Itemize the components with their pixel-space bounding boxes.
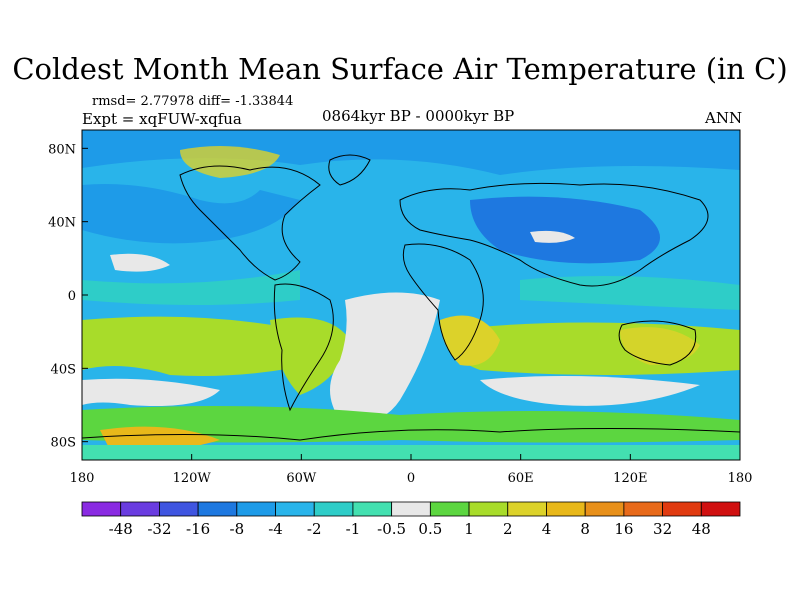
colorbar-label: -2 bbox=[307, 520, 322, 538]
lat-label: 40N bbox=[48, 216, 76, 231]
map-title: Coldest Month Mean Surface Air Temperatu… bbox=[12, 52, 788, 86]
colorbar-label: -0.5 bbox=[377, 520, 406, 538]
colorbar-swatch bbox=[236, 501, 276, 517]
colorbar-swatch bbox=[623, 501, 663, 517]
lat-label: 40S bbox=[51, 362, 76, 377]
field-pacific-neutral bbox=[110, 253, 170, 272]
colorbar-label: -1 bbox=[346, 520, 361, 538]
field-south-pacific-green bbox=[82, 316, 330, 376]
colorbar-label: 1 bbox=[464, 520, 474, 538]
colorbar-swatch bbox=[429, 501, 470, 517]
colorbar-label: -32 bbox=[147, 520, 171, 538]
colorbar-label: -8 bbox=[230, 520, 245, 538]
experiment-line: Expt = xqFUW-xqfua bbox=[82, 110, 242, 128]
lat-label: 80N bbox=[48, 142, 76, 157]
colorbar-swatch bbox=[275, 501, 315, 517]
season-label: ANN bbox=[705, 109, 743, 127]
coast-north-america bbox=[179, 165, 321, 281]
field-asia-neutral bbox=[530, 230, 575, 243]
colorbar-swatch bbox=[700, 501, 741, 517]
field-south-pacific-neutral bbox=[82, 378, 220, 406]
colorbar-swatch bbox=[120, 501, 160, 517]
latitude-ticks bbox=[82, 147, 88, 443]
coast-australia bbox=[618, 320, 697, 366]
lon-label: 180 bbox=[728, 471, 753, 486]
field-southern-neutral bbox=[480, 376, 700, 406]
colorbar-swatch bbox=[584, 501, 625, 517]
longitude-ticks bbox=[81, 454, 741, 460]
colorbar-swatch bbox=[159, 501, 199, 517]
field-south-america-green bbox=[270, 317, 350, 395]
colorbar-swatch bbox=[352, 501, 393, 517]
field-arctic-warm bbox=[180, 146, 280, 178]
colorbar-label: 4 bbox=[542, 520, 552, 538]
field-north-band bbox=[82, 130, 740, 175]
colorbar-swatch bbox=[313, 501, 354, 517]
coast-greenland bbox=[328, 154, 371, 186]
field-tropic-teal bbox=[82, 270, 300, 305]
lon-label: 120E bbox=[613, 471, 647, 486]
colorbar-swatch bbox=[662, 501, 702, 517]
field-atlantic-neutral bbox=[330, 292, 440, 423]
field-australia-warm bbox=[620, 327, 700, 365]
field-asia-cold bbox=[470, 196, 660, 264]
colorbar-label: -4 bbox=[268, 520, 283, 538]
coast-south-america bbox=[273, 283, 334, 412]
stats-line: rmsd= 2.77978 diff= -1.33844 bbox=[92, 94, 294, 109]
lon-label: 120W bbox=[173, 471, 212, 486]
longitude-labels: 180 120W 60W 0 60E 120E 180 bbox=[70, 471, 753, 486]
colorbar-swatch bbox=[81, 501, 122, 517]
period-line: 0864kyr BP - 0000kyr BP bbox=[322, 107, 515, 125]
lat-label: 80S bbox=[51, 436, 76, 451]
field-southern-ocean-green bbox=[82, 406, 740, 443]
lon-label: 0 bbox=[407, 471, 415, 486]
coast-antarctica bbox=[82, 428, 740, 441]
field-indo-teal bbox=[520, 276, 740, 310]
lon-label: 60E bbox=[508, 471, 534, 486]
coastlines bbox=[82, 154, 740, 441]
colorbar-labels: -48 -32 -16 -8 -4 -2 -1 -0.5 0.5 1 2 4 8 16 32 48 bbox=[109, 520, 711, 538]
colorbar-label: 32 bbox=[653, 520, 672, 538]
field-africa-warm bbox=[440, 315, 500, 366]
colorbar-swatch bbox=[391, 501, 431, 517]
field-north-pacific bbox=[82, 184, 300, 244]
colorbar-label: 48 bbox=[692, 520, 711, 538]
colorbar-swatch bbox=[468, 501, 509, 517]
coast-eurasia bbox=[399, 182, 709, 287]
colorbar-swatch bbox=[546, 501, 586, 517]
coast-africa bbox=[402, 243, 484, 361]
colorbar bbox=[81, 501, 741, 517]
lon-label: 180 bbox=[70, 471, 95, 486]
field-antarctic-teal bbox=[82, 445, 740, 460]
temperature-field bbox=[82, 130, 740, 460]
colorbar-label: -16 bbox=[186, 520, 210, 538]
latitude-labels: 80N 40N 0 40S 80S bbox=[48, 142, 76, 450]
lon-label: 60W bbox=[286, 471, 317, 486]
colorbar-label: 16 bbox=[614, 520, 633, 538]
colorbar-label: -48 bbox=[109, 520, 133, 538]
colorbar-label: 8 bbox=[580, 520, 590, 538]
colorbar-swatch bbox=[197, 501, 238, 517]
colorbar-label: 0.5 bbox=[418, 520, 442, 538]
colorbar-swatch bbox=[507, 501, 547, 517]
colorbar-label: 2 bbox=[503, 520, 513, 538]
lat-label: 0 bbox=[68, 289, 76, 304]
